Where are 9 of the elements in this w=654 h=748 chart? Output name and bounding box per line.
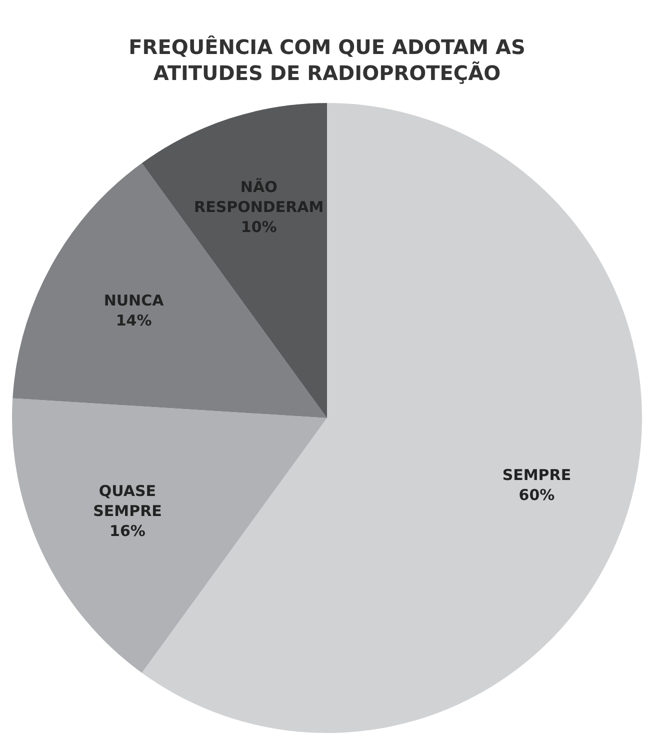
slice-label: NÃO RESPONDERAM [194,178,324,216]
slice-label: SEMPRE [502,466,572,484]
slice-label: NUNCA [104,292,164,310]
slice-label: QUASE SEMPRE [93,482,162,520]
chart-title: FREQUÊNCIA COM QUE ADOTAM AS ATITUDES DE RADIOPROTEÇÃO [128,34,526,86]
data-label: 60% [518,486,555,504]
data-label: 10% [240,218,277,236]
data-label: 16% [110,522,146,540]
data-label: 14% [116,312,152,330]
